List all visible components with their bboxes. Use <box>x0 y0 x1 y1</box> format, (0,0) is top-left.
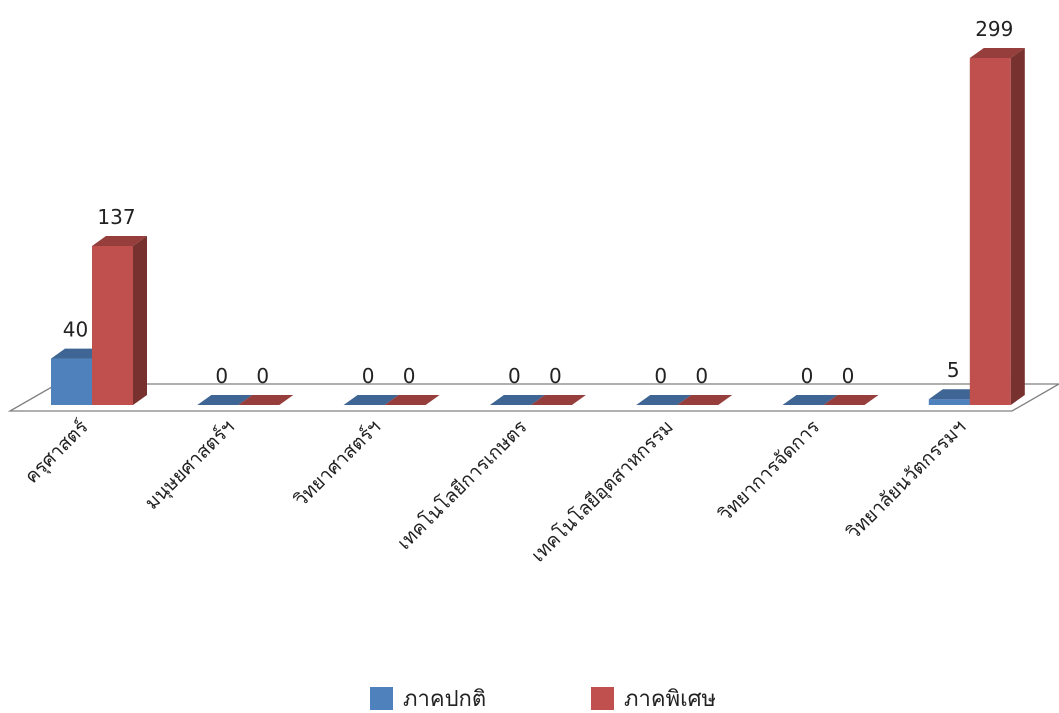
data-label: 0 <box>403 364 416 388</box>
bar-top <box>823 395 879 405</box>
bar-top <box>238 395 294 405</box>
data-label: 0 <box>508 364 521 388</box>
bar-side <box>1010 48 1025 405</box>
bar <box>489 395 545 406</box>
bar <box>969 48 1025 405</box>
bar-front <box>92 246 133 405</box>
bar <box>677 395 733 406</box>
category-labels: ครุศาสตร์ มนุษยศาสตร์ฯ วิทยาศาสตร์ฯ เทคโนโล… <box>21 415 971 567</box>
legend-item-special: ภาคพิเศษ <box>591 687 716 712</box>
bar <box>530 395 586 406</box>
bar-top <box>92 236 147 247</box>
category-label: ครุศาสตร์ <box>21 416 94 489</box>
data-label: 40 <box>63 318 88 342</box>
data-label: 5 <box>947 358 960 382</box>
data-label: 137 <box>97 205 135 229</box>
data-label: 299 <box>975 17 1013 41</box>
data-labels: 40 137 0 0 0 0 0 0 0 0 0 0 5 299 <box>63 17 1014 388</box>
bar-top <box>677 395 733 405</box>
bar <box>636 395 692 406</box>
bar <box>343 395 399 406</box>
bars <box>51 48 1025 406</box>
data-label: 0 <box>362 364 375 388</box>
bar-top <box>197 395 253 405</box>
data-label: 0 <box>549 364 562 388</box>
category-label: วิทยาลัยนวัตกรรมฯ <box>842 416 970 544</box>
category-label: วิทยาการจัดการ <box>714 416 824 526</box>
data-label: 0 <box>695 364 708 388</box>
category-label: เทคโนโลยีการเกษตร <box>393 415 532 554</box>
bar-top <box>343 395 399 405</box>
bar-front <box>928 399 970 405</box>
bar-top <box>530 395 586 405</box>
legend-item-regular: ภาคปกติ <box>370 687 486 712</box>
bar-top <box>782 395 838 405</box>
data-label: 0 <box>801 364 814 388</box>
bar <box>197 395 253 406</box>
legend: ภาคปกติ ภาคพิเศษ <box>370 687 716 712</box>
bar <box>782 395 838 406</box>
bar <box>92 236 147 405</box>
bar-top <box>384 395 440 405</box>
bar-front <box>51 358 92 405</box>
category-label: วิทยาศาสตร์ฯ <box>290 416 385 511</box>
data-label: 0 <box>256 364 269 388</box>
bar-top <box>969 48 1025 58</box>
bar-top <box>489 395 545 405</box>
legend-label-special: ภาคพิเศษ <box>624 687 716 712</box>
data-label: 0 <box>842 364 855 388</box>
category-label: มนุษยศาสตร์ฯ <box>141 416 240 515</box>
legend-swatch-regular <box>370 687 393 710</box>
legend-swatch-special <box>591 687 614 710</box>
bar <box>384 395 440 406</box>
bar-side <box>133 236 147 405</box>
data-label: 0 <box>654 364 667 388</box>
legend-label-regular: ภาคปกติ <box>403 687 486 712</box>
bar <box>823 395 879 406</box>
bar <box>238 395 294 406</box>
data-label: 0 <box>215 364 228 388</box>
category-label: เทคโนโลยีอุตสาหกรรม <box>526 415 678 567</box>
bar-front <box>969 58 1011 405</box>
bar-top <box>636 395 692 405</box>
